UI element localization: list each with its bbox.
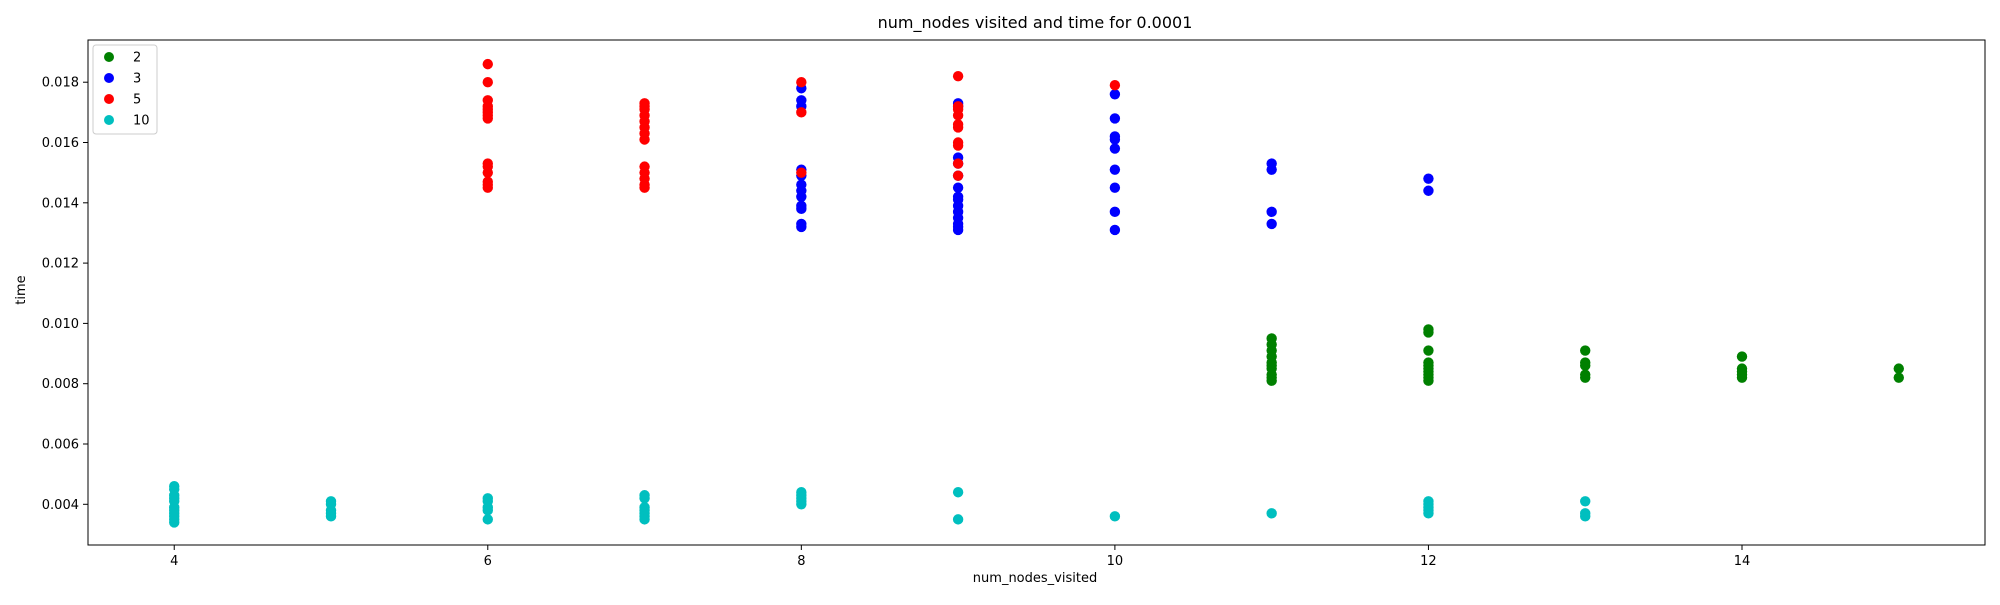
y-tick-label: 0.012	[42, 257, 79, 272]
data-point	[1580, 345, 1591, 356]
data-point	[796, 221, 807, 233]
legend: 2 3 5 10	[92, 44, 158, 135]
data-point	[1266, 508, 1277, 519]
data-point	[796, 499, 807, 510]
data-point	[482, 58, 493, 70]
data-point	[1109, 164, 1121, 175]
data-point	[325, 511, 337, 522]
data-point	[1580, 511, 1591, 522]
legend-box	[92, 44, 158, 135]
y-tick-label: 0.010	[42, 317, 79, 332]
data-point	[796, 107, 807, 118]
data-point	[952, 170, 964, 181]
data-point	[1109, 89, 1121, 100]
data-point	[1109, 134, 1121, 145]
data-point	[1580, 360, 1591, 371]
data-point	[1423, 173, 1434, 184]
data-point	[1266, 375, 1277, 386]
x-axis-label: num_nodes_visited	[973, 571, 1097, 586]
data-point	[796, 77, 807, 88]
y-tick-label: 0.014	[42, 196, 79, 211]
data-point	[482, 514, 493, 525]
data-point	[796, 191, 807, 202]
x-tick-label: 12	[1420, 554, 1437, 569]
data-point	[952, 158, 964, 169]
series-5	[482, 58, 1121, 193]
data-point	[1266, 206, 1277, 218]
x-tick-label: 6	[484, 554, 492, 569]
y-tick-label: 0.016	[42, 136, 79, 151]
data-point	[1423, 345, 1434, 356]
data-point	[1893, 372, 1904, 383]
axes: 4 6 8 10 12 14 0.004 0.006 0.008 0.010 0.012 0.014 0…	[42, 39, 1986, 569]
axes-frame	[87, 39, 1986, 546]
legend-label: 5	[133, 93, 141, 108]
y-axis-label: time	[14, 275, 29, 304]
data-point	[482, 167, 493, 178]
plot-area	[169, 58, 1904, 528]
x-tick-label: 8	[797, 554, 805, 569]
legend-label: 2	[133, 51, 141, 66]
data-point	[639, 514, 650, 525]
data-point	[952, 487, 964, 498]
data-point	[1423, 185, 1434, 196]
data-point	[796, 203, 807, 215]
y-tick-label: 0.004	[42, 498, 79, 513]
data-point	[169, 517, 180, 528]
data-point	[1109, 80, 1121, 91]
data-point	[1893, 363, 1904, 374]
data-point	[1423, 327, 1434, 338]
data-point	[952, 224, 964, 236]
legend-label: 10	[133, 114, 150, 129]
data-point	[482, 505, 493, 516]
data-point	[1266, 164, 1277, 175]
data-point	[639, 182, 650, 193]
data-point	[1423, 508, 1434, 519]
legend-label: 3	[133, 72, 141, 87]
data-point	[1109, 511, 1121, 522]
legend-marker	[104, 115, 114, 125]
data-point	[1109, 182, 1121, 193]
data-point	[1109, 113, 1121, 124]
y-tick-label: 0.008	[42, 377, 79, 392]
y-tick-label: 0.018	[42, 76, 79, 91]
data-point	[1736, 351, 1748, 362]
data-point	[1266, 218, 1277, 230]
data-point	[482, 77, 493, 88]
data-point	[1109, 206, 1121, 218]
x-tick-label: 4	[170, 554, 178, 569]
data-point	[482, 182, 493, 193]
data-point	[952, 70, 964, 82]
data-point	[639, 134, 650, 145]
series-10	[169, 481, 1591, 528]
data-point	[1736, 372, 1748, 383]
data-point	[1109, 224, 1121, 236]
legend-marker	[104, 52, 114, 62]
data-point	[1580, 496, 1591, 507]
y-tick-label: 0.006	[42, 438, 79, 453]
data-point	[952, 514, 964, 525]
chart-title: num_nodes visited and time for 0.0001	[878, 13, 1193, 33]
x-tick-label: 14	[1734, 554, 1751, 569]
legend-marker	[104, 73, 114, 83]
data-point	[1580, 372, 1591, 383]
legend-marker	[104, 94, 114, 104]
data-point	[952, 110, 964, 121]
data-point	[952, 182, 964, 193]
data-point	[796, 167, 807, 178]
data-point	[639, 493, 650, 504]
data-point	[1109, 143, 1121, 154]
data-point	[482, 113, 493, 124]
data-point	[1423, 375, 1434, 386]
series-2	[1266, 324, 1904, 386]
data-point	[952, 140, 964, 151]
data-point	[952, 122, 964, 133]
x-tick-label: 10	[1107, 554, 1124, 569]
